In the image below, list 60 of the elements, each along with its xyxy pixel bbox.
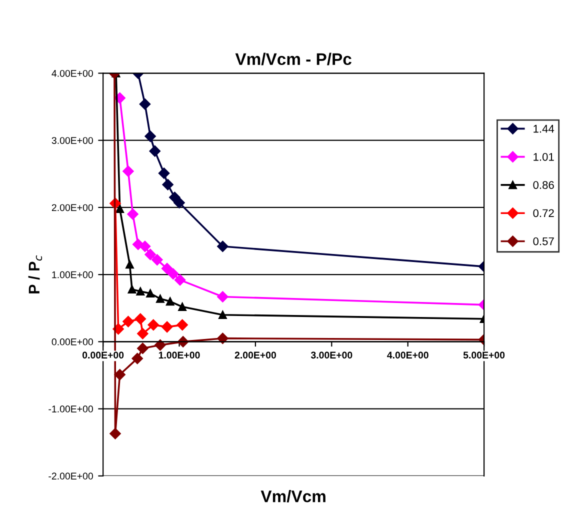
point <box>137 328 148 340</box>
x-axis-title: Vm/Vcm <box>260 490 326 502</box>
point <box>174 197 185 208</box>
point <box>217 291 228 302</box>
x-tick-label: 2.00E+00 <box>234 352 276 359</box>
point <box>126 260 134 269</box>
point <box>114 368 126 380</box>
point <box>166 297 174 306</box>
y-tick-label: 2.00E+00 <box>52 204 93 212</box>
point <box>137 342 148 354</box>
x-tick-label: 0.00E+00 <box>82 352 124 359</box>
point <box>156 294 164 303</box>
point <box>174 274 186 286</box>
legend-label: 0.86 <box>533 181 554 189</box>
point <box>217 332 228 344</box>
point <box>127 208 138 220</box>
point <box>128 285 136 294</box>
point <box>136 287 145 296</box>
point <box>110 428 121 440</box>
point <box>176 319 188 331</box>
point <box>169 192 180 203</box>
legend-label: 0.72 <box>533 209 554 218</box>
point <box>148 319 159 331</box>
point <box>158 168 170 179</box>
y-tick-label: 4.00E+00 <box>52 70 93 77</box>
point <box>154 339 166 351</box>
legend-label: 1.01 <box>534 152 554 161</box>
point <box>161 321 173 333</box>
point <box>161 262 173 274</box>
point <box>122 316 134 328</box>
x-tick-label: 4.00E+00 <box>387 352 428 359</box>
point <box>116 204 124 213</box>
point <box>162 179 174 190</box>
y-tick-label: 1.00E+00 <box>52 271 93 278</box>
y-tick-label: 0.00E+00 <box>52 338 93 346</box>
x-tick-label: 3.00E+00 <box>310 352 352 359</box>
y-tick-label: 3.00E+00 <box>52 137 93 144</box>
y-tick-label: -1.00E+00 <box>48 406 93 412</box>
point <box>139 240 151 252</box>
point <box>132 352 143 364</box>
point <box>146 289 154 298</box>
point <box>144 248 156 260</box>
x-tick-label: 1.00E+00 <box>158 352 200 359</box>
point <box>178 302 186 311</box>
point <box>122 166 134 177</box>
point <box>218 310 227 320</box>
legend-label: 1.44 <box>534 124 554 133</box>
chart-title: Vm/Vcm - P/Pc <box>235 52 352 66</box>
point <box>149 145 160 157</box>
point <box>144 130 156 142</box>
y-tick-label: -2.00E+00 <box>48 472 93 480</box>
point <box>168 268 179 280</box>
y-axis-title: P / P$_{c}$ <box>28 255 42 294</box>
legend-label: 0.57 <box>533 237 554 246</box>
point <box>152 254 163 266</box>
point <box>217 240 228 252</box>
x-tick-label: 5.00E+00 <box>463 352 505 359</box>
point <box>134 313 146 324</box>
point <box>177 336 189 348</box>
point <box>139 98 151 110</box>
